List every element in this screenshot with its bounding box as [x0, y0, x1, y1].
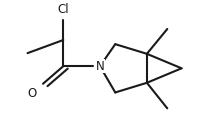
- Text: N: N: [96, 60, 104, 73]
- Text: Cl: Cl: [58, 3, 69, 16]
- Text: O: O: [27, 87, 36, 100]
